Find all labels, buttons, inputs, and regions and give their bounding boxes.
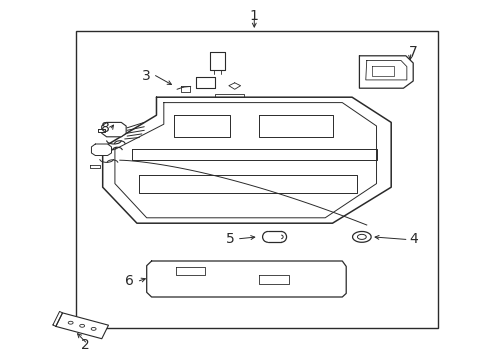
Text: 5: 5 [225, 233, 234, 246]
Bar [76, 31, 437, 328]
Polygon shape [91, 144, 111, 156]
Polygon shape [210, 52, 224, 70]
Text: 4: 4 [408, 233, 417, 246]
Text: 6: 6 [125, 274, 134, 288]
Text: 2: 2 [81, 338, 90, 352]
Polygon shape [146, 261, 346, 297]
Polygon shape [90, 165, 100, 168]
Text: 3: 3 [142, 69, 151, 82]
Polygon shape [102, 97, 390, 223]
Polygon shape [195, 77, 215, 88]
Text: 8: 8 [101, 121, 109, 135]
Polygon shape [102, 122, 126, 137]
Text: 7: 7 [408, 45, 417, 59]
Polygon shape [98, 129, 105, 132]
Text: 1: 1 [249, 9, 258, 23]
Polygon shape [359, 56, 412, 88]
Polygon shape [56, 313, 108, 339]
